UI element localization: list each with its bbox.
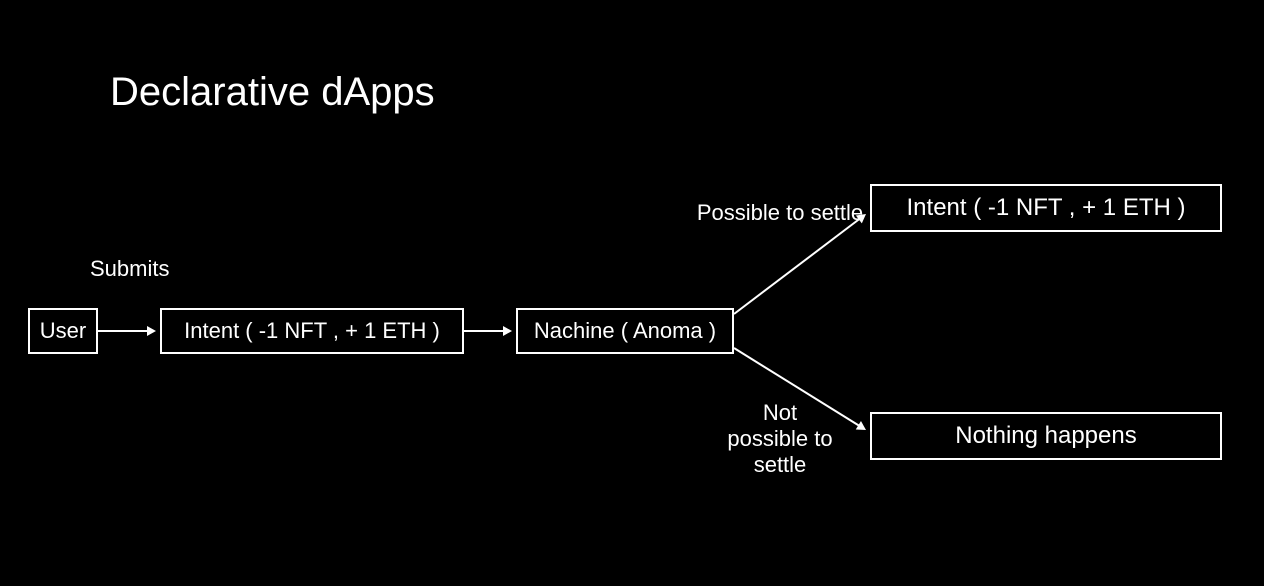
node-intent-2: Intent ( -1 NFT , + 1 ETH ) [870, 184, 1222, 232]
node-user-label: User [40, 318, 86, 344]
page-title: Declarative dApps [110, 70, 435, 115]
node-intent-2-label: Intent ( -1 NFT , + 1 ETH ) [907, 194, 1186, 222]
node-nothing-label: Nothing happens [955, 422, 1136, 450]
node-intent-1: Intent ( -1 NFT , + 1 ETH ) [160, 308, 464, 354]
node-nachine: Nachine ( Anoma ) [516, 308, 734, 354]
node-intent-1-label: Intent ( -1 NFT , + 1 ETH ) [184, 318, 440, 344]
node-nothing: Nothing happens [870, 412, 1222, 460]
node-user: User [28, 308, 98, 354]
edge-label-possible: Possible to settle [690, 200, 870, 226]
edge-label-submits: Submits [90, 256, 210, 282]
node-nachine-label: Nachine ( Anoma ) [534, 318, 716, 344]
edge-label-not-possible: Not possible to settle [720, 400, 840, 478]
